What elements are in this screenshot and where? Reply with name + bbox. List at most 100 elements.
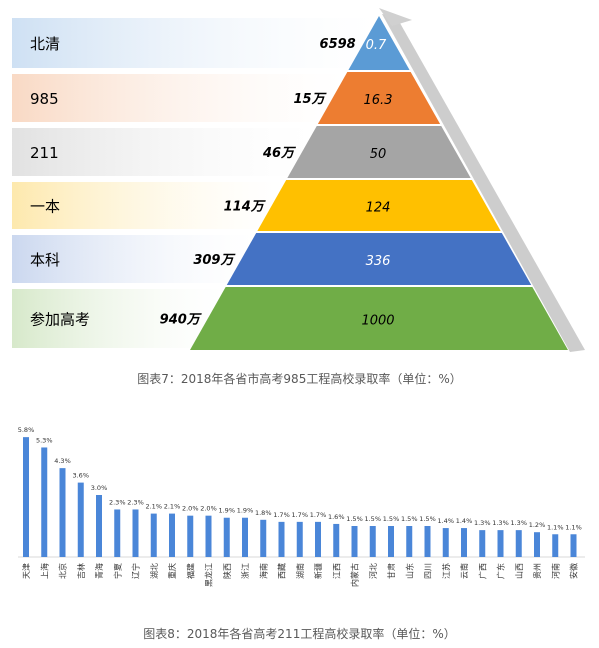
bar-value-label: 1.3% [510,519,527,527]
category-tick-label: 青海 [94,563,104,579]
pyramid-value: 336 [366,254,391,269]
bar-chart: 5.8%5.3%4.3%3.6%3.0%2.3% 2.3%2.1% 2.1% 2.0%… [18,426,585,587]
bar-value-label: 1.3% [474,519,491,527]
category-tick-label: 广东 [496,563,506,579]
bar-value-label: 4.3% [54,457,71,465]
category-tick-label: 河南 [550,563,560,579]
bar-value-label: 1.2% [529,521,546,529]
bar [169,513,175,557]
bar-value-label: 2.3% [127,498,144,506]
bar [315,521,321,557]
bar-value-label: 3.6% [72,472,89,480]
bar [114,509,121,557]
category-tick-label: 四川 [424,563,433,579]
bar [59,468,66,557]
bar-value-label: 1.3% [492,519,509,527]
bar [96,495,102,557]
category-tick-label: 山东 [404,563,414,579]
bar [242,517,248,557]
bar [187,515,194,557]
pyramid-value: 16.3 [364,93,393,108]
bar-value-label: 2.1% [164,503,181,511]
category-tick-label: 上海 [39,563,49,579]
pyramid-band [12,18,378,68]
bar-value-label: 2.1% [145,503,162,511]
pyramid-band [12,74,347,122]
pyramid-band [12,128,316,176]
pyramid-count: 15万 [294,92,328,107]
pyramid-value: 0.7 [366,38,387,53]
bar [570,534,577,557]
bar-value-label: 1.9% [237,507,254,515]
pyramid-count: 940万 [160,313,203,328]
bar-chart-caption: 图表8：2018年各省高考211工程高校录取率（单位：%） [143,627,456,641]
pyramid-tier [226,233,532,285]
category-tick-label: 吉林 [76,563,86,579]
category-tick-label: 北京 [58,563,68,579]
pyramid-arrow-head [379,8,412,26]
category-tick-label: 重庆 [167,563,177,579]
bar-value-label: 1.9% [218,507,235,515]
pyramid-count: 6598 [320,37,356,52]
category-tick-label: 云南 [459,563,469,579]
bar [406,526,413,557]
bar [132,509,139,557]
pyramid-tier [348,16,410,70]
bar [388,526,394,557]
bar-value-label: 1.5% [383,515,400,523]
bar-value-label: 1.7% [310,511,327,519]
bar [369,526,376,557]
category-tick-label: 西藏 [277,563,287,579]
category-tick-label: 江苏 [441,563,451,579]
bar-value-label: 3.0% [91,484,108,492]
bar [41,447,48,557]
bar-value-label: 1.1% [565,523,582,531]
bar-value-label: 1.4% [437,517,454,525]
category-tick-label: 新疆 [313,563,323,579]
bar [424,526,431,557]
category-tick-label: 福建 [185,563,195,579]
category-tick-label: 河北 [368,563,378,579]
pyramid-level-label: 北清 [30,35,60,53]
bar [479,530,486,557]
pyramid-band [12,182,286,229]
pyramid-value: 50 [370,147,387,162]
category-tick-label: 江西 [332,563,341,579]
pyramid-band [12,235,256,283]
pyramid-tier [287,126,471,178]
pyramid-level-label: 211 [30,144,59,162]
bar [442,528,449,557]
pyramid-count: 46万 [262,146,297,161]
pyramid-chart: 北清 6598 0.7 985 15万 16.3 211 46万 50 一本 114万 124 本科 30… [12,8,585,352]
pyramid-count: 309万 [193,253,236,268]
bar [205,515,212,557]
pyramid-level-label: 本科 [30,251,60,269]
bar [333,523,340,557]
bar-value-label: 1.5% [401,515,418,523]
bar-value-label: 2.0% [200,505,217,513]
bar-value-label: 1.6% [328,513,345,521]
bar-value-label: 1.1% [547,523,564,531]
pyramid-level-label: 一本 [30,198,60,216]
bar-value-label: 2.0% [182,505,199,513]
pyramid-level-label: 985 [30,90,59,108]
pyramid-arrow-edge [382,14,585,352]
bar-value-label: 1.5% [419,515,436,523]
category-tick-label: 安徽 [569,563,579,579]
bar [23,437,29,557]
category-tick-label: 黑龙江 [204,563,214,587]
bar [150,513,157,557]
category-tick-label: 内蒙古 [350,563,360,587]
category-tick-label: 湖北 [150,563,159,579]
bar-value-label: 5.3% [36,436,53,444]
pyramid-count: 114万 [224,200,267,215]
bar [260,519,267,557]
pyramid-band [12,289,225,348]
bar [351,526,358,557]
bar-value-label: 1.8% [255,509,272,517]
pyramid-level-label: 参加高考 [30,311,90,329]
category-tick-label: 湖南 [295,563,305,579]
category-tick-label: 贵州 [532,563,542,579]
bar [534,532,540,557]
bar [77,482,84,557]
